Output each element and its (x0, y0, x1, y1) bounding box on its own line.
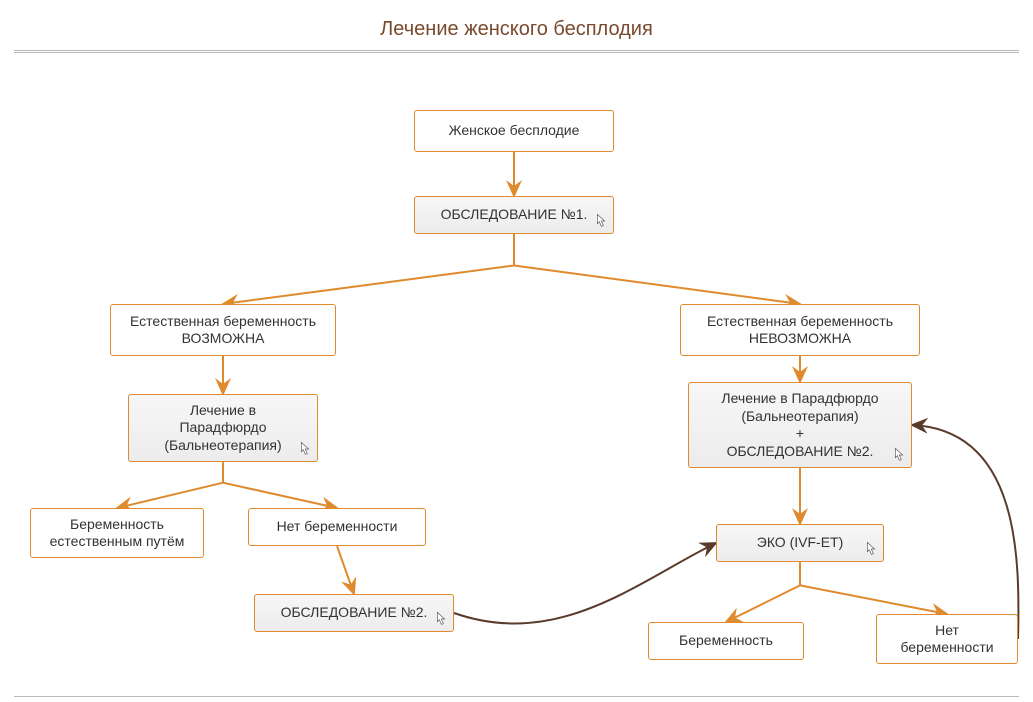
node-label: ЭКО (IVF-ET) (757, 534, 844, 552)
node-label: естественным путём (50, 533, 185, 551)
flowchart-canvas: Лечение женского бесплодия Женское беспл… (0, 0, 1033, 702)
node-label: + (796, 425, 804, 443)
cursor-icon (891, 447, 905, 463)
divider-top-1 (14, 50, 1019, 51)
node-label: Беременность (679, 632, 773, 650)
node-label: ОБСЛЕДОВАНИЕ №1. (441, 206, 588, 224)
node-label: (Бальнеотерапия) (164, 437, 281, 455)
node-label: Женское бесплодие (449, 122, 580, 140)
flow-node-n5[interactable]: Лечение вПарадфюрдо(Бальнеотерапия) (128, 394, 318, 462)
cursor-icon (433, 611, 447, 627)
flow-node-n4: Естественная беременностьНЕВОЗМОЖНА (680, 304, 920, 356)
divider-bottom (14, 696, 1019, 697)
node-label: ОБСЛЕДОВАНИЕ №2. (281, 604, 428, 622)
flow-node-n2[interactable]: ОБСЛЕДОВАНИЕ №1. (414, 196, 614, 234)
cursor-icon (297, 441, 311, 457)
flow-node-n12: Нетберемeнности (876, 614, 1018, 664)
flow-node-n10[interactable]: ЭКО (IVF-ET) (716, 524, 884, 562)
flow-node-n6[interactable]: Лечение в Парадфюрдо(Бальнеотерапия)+ОБС… (688, 382, 912, 468)
node-label: Лечение в Парадфюрдо (721, 390, 878, 408)
node-label: беремeнности (900, 639, 993, 657)
flow-node-n3: Естественная беременностьВОЗМОЖНА (110, 304, 336, 356)
node-label: (Бальнеотерапия) (741, 408, 858, 426)
node-label: Лечение в (190, 402, 256, 420)
divider-top-2 (14, 52, 1019, 53)
node-label: ОБСЛЕДОВАНИЕ №2. (727, 443, 874, 461)
cursor-icon (863, 541, 877, 557)
node-label: НЕВОЗМОЖНА (749, 330, 851, 348)
node-label: Нет беременности (277, 518, 398, 536)
node-label: Парадфюрдо (179, 419, 266, 437)
flow-node-n8: Нет беременности (248, 508, 426, 546)
flow-node-n1: Женское бесплодие (414, 110, 614, 152)
node-label: Естественная беременность (130, 313, 316, 331)
node-label: Естественная беременность (707, 313, 893, 331)
flow-node-n11: Беременность (648, 622, 804, 660)
flow-node-n7: Беременностьестественным путём (30, 508, 204, 558)
flow-node-n9[interactable]: ОБСЛЕДОВАНИЕ №2. (254, 594, 454, 632)
node-label: Нет (935, 622, 959, 640)
node-label: Беременность (70, 516, 164, 534)
page-title: Лечение женского бесплодия (0, 18, 1033, 41)
cursor-icon (593, 213, 607, 229)
node-label: ВОЗМОЖНА (182, 330, 265, 348)
